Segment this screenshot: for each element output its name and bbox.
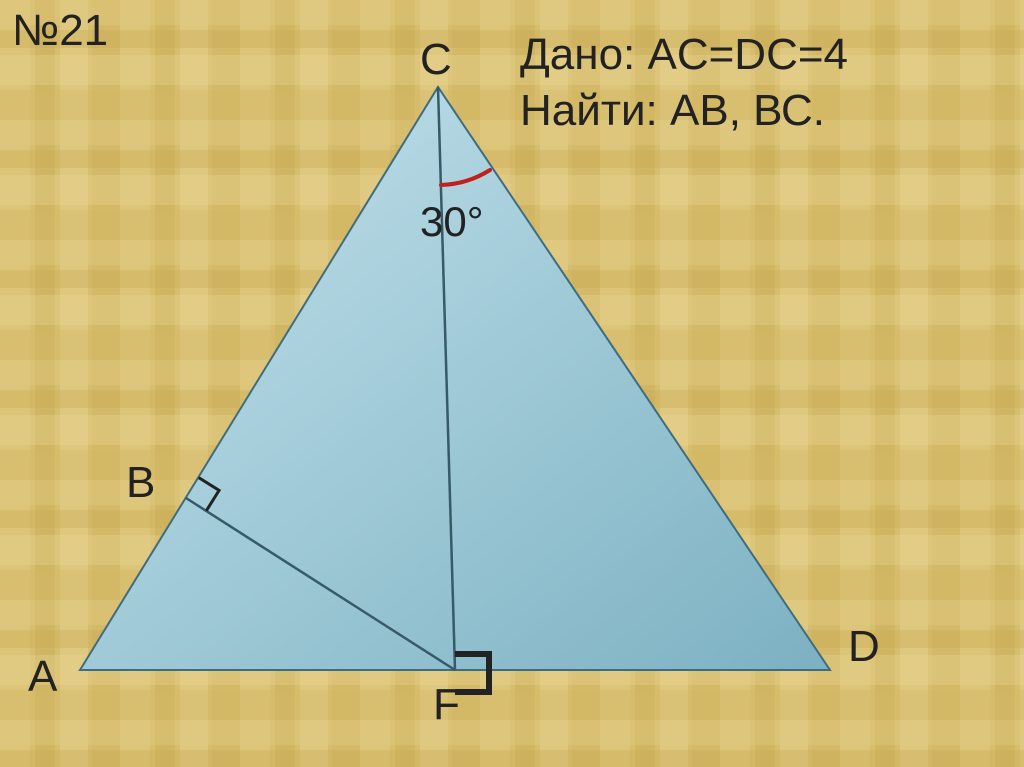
angle-30-label: 30°	[420, 198, 484, 246]
point-b-label: B	[126, 458, 155, 508]
diagram-canvas: №21 Дано: AC=DC=4 Найти: АВ, ВС. 30° A C…	[0, 0, 1024, 767]
given-text: Дано: AC=DC=4	[520, 30, 848, 80]
problem-number: №21	[12, 6, 108, 56]
point-c-label: C	[420, 35, 452, 85]
find-text: Найти: АВ, ВС.	[520, 86, 825, 136]
triangle-acd	[80, 87, 830, 670]
point-d-label: D	[848, 622, 880, 672]
point-a-label: A	[28, 652, 57, 702]
point-f-label: F	[433, 680, 460, 730]
